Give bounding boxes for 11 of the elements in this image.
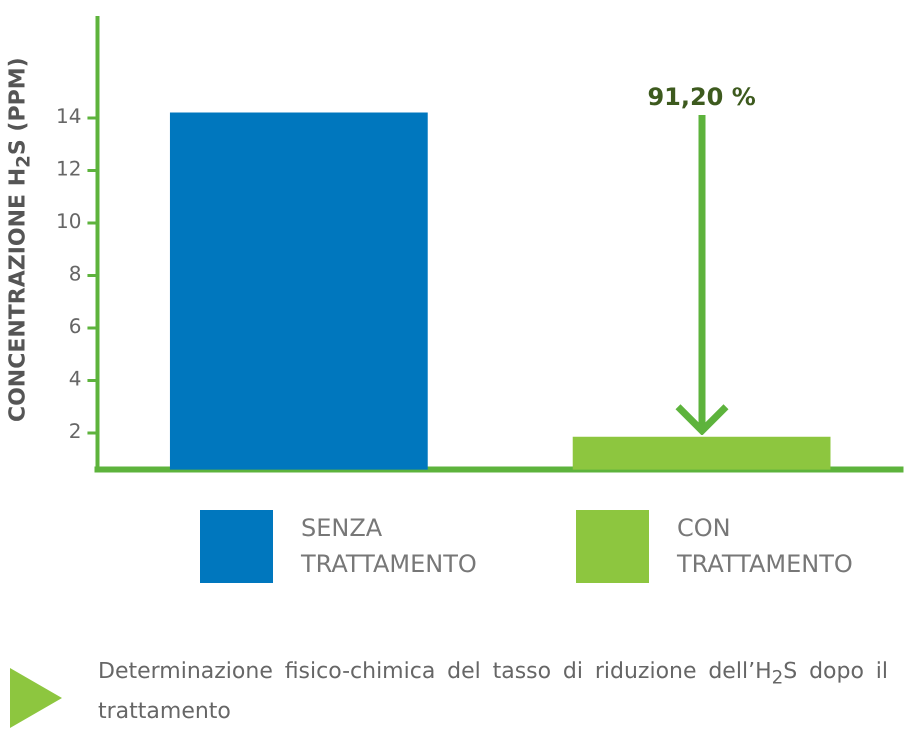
annotation: 91,20 %: [647, 83, 756, 111]
y-tick-label: 8: [68, 262, 82, 286]
series-label: CON TRATTAMENTO: [677, 513, 854, 580]
y-tick-label: 10: [56, 209, 82, 233]
y-tick-label: 14: [56, 104, 82, 128]
text: Determinazione fisico-chimica del tasso di riduzione dell’H$_{2}$S dopo il trattamento: [98, 659, 888, 724]
y-tick-label: 4: [68, 366, 82, 391]
y-tick-label: 2: [68, 419, 82, 444]
y-tick-label: 12: [56, 156, 82, 180]
y-tick-label: 6: [68, 314, 82, 338]
series-label: SENZA TRATTAMENTO: [301, 513, 478, 580]
